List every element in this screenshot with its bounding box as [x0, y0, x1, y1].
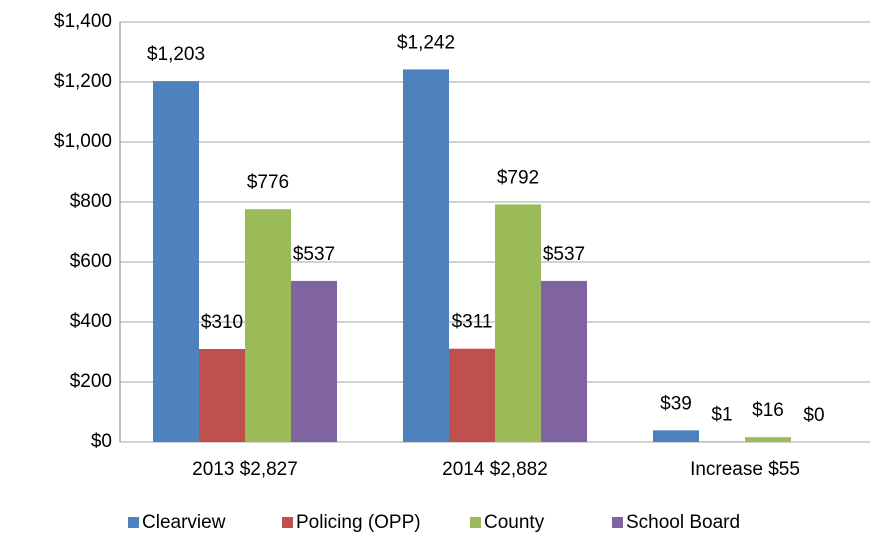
bar: [291, 280, 337, 442]
bar: [541, 280, 587, 442]
legend-label: County: [484, 512, 545, 533]
legend-swatch: [612, 517, 623, 528]
value-label: $537: [293, 244, 335, 265]
bar: [403, 69, 449, 443]
y-tick-label: $400: [70, 311, 112, 332]
legend-swatch: [282, 517, 293, 528]
y-tick-label: $1,000: [54, 131, 112, 152]
bar: [653, 430, 699, 442]
value-label: $311: [452, 312, 493, 333]
value-label: $0: [803, 405, 824, 426]
x-tick-label: 2014 $2,882: [442, 459, 548, 480]
x-tick-label: Increase $55: [690, 459, 800, 480]
legend-swatch: [128, 517, 139, 528]
y-tick-label: $800: [70, 191, 112, 212]
value-label: $1,203: [147, 44, 205, 65]
value-label: $1: [711, 405, 732, 426]
value-label: $792: [497, 167, 539, 188]
value-label: $1,242: [397, 32, 455, 53]
x-tick-label: 2013 $2,827: [192, 459, 298, 480]
y-tick-label: $600: [70, 251, 112, 272]
bar: [153, 81, 199, 442]
y-tick-label: $1,200: [54, 71, 112, 92]
legend-label: Clearview: [142, 512, 226, 533]
value-label: $537: [543, 244, 585, 265]
bar: [745, 437, 791, 442]
value-label: $776: [247, 172, 289, 193]
legend-label: Policing (OPP): [296, 512, 421, 533]
value-label: $16: [752, 400, 784, 421]
value-label: $310: [201, 312, 243, 333]
y-tick-label: $200: [70, 371, 112, 392]
bar: [245, 209, 291, 442]
y-tick-label: $0: [91, 431, 112, 452]
value-label: $39: [660, 393, 692, 414]
legend-label: School Board: [626, 512, 740, 533]
legend-swatch: [470, 517, 481, 528]
y-tick-label: $1,400: [54, 11, 112, 32]
bar: [449, 348, 495, 442]
bar: [495, 204, 541, 442]
bar: [199, 349, 245, 442]
